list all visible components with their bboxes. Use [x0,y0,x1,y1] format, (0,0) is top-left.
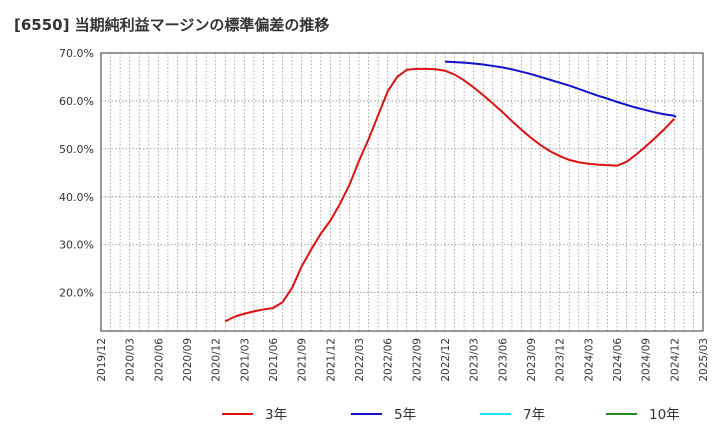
y-tick-label: 70.0% [59,47,94,60]
y-tick-label: 60.0% [59,95,94,108]
series-line-3年 [224,67,676,323]
x-tick-label: 2022/09 [411,338,423,382]
x-tick-label: 2025/03 [698,338,710,382]
x-tick-label: 2024/12 [669,338,681,382]
legend-label: 5年 [394,407,416,423]
legend-label: 3年 [265,407,287,423]
legend-label: 7年 [523,407,545,423]
x-tick-label: 2024/06 [612,338,624,382]
x-tick-label: 2023/12 [555,338,567,382]
x-tick-label: 2024/03 [583,338,595,382]
y-tick-label: 40.0% [59,191,94,204]
x-tick-label: 2022/03 [354,338,366,382]
x-tick-label: 2020/12 [211,338,223,382]
series-lines [224,60,677,323]
y-axis: 20.0% 30.0% 40.0% 50.0% 60.0% 70.0% [59,47,94,300]
legend: 3年 5年 7年 10年 [222,407,680,423]
x-tick-label: 2023/09 [526,338,538,382]
x-axis: 2019/12 2020/03 2020/06 2020/09 2020/12 2021/… [96,338,710,382]
series-line-5年 [444,60,677,118]
x-tick-label: 2023/06 [497,338,509,382]
x-tick-label: 2023/03 [469,338,481,382]
x-tick-label: 2020/03 [125,338,137,382]
x-tick-label: 2024/09 [641,338,653,382]
y-tick-label: 30.0% [59,239,94,252]
x-tick-label: 2019/12 [96,338,108,382]
legend-label: 10年 [649,407,680,423]
plot-area [100,52,704,332]
x-tick-label: 2022/12 [440,338,452,382]
y-tick-label: 20.0% [59,287,94,300]
x-tick-label: 2021/12 [325,338,337,382]
x-tick-label: 2020/06 [153,338,165,382]
grid [101,52,703,331]
x-tick-label: 2020/09 [182,338,194,382]
x-tick-label: 2021/03 [239,338,251,382]
x-tick-label: 2022/06 [383,338,395,382]
y-tick-label: 50.0% [59,143,94,156]
chart-title: [6550] 当期純利益マージンの標準偏差の推移 [14,16,329,34]
x-tick-label: 2021/09 [297,338,309,382]
x-tick-label: 2021/06 [268,338,280,382]
